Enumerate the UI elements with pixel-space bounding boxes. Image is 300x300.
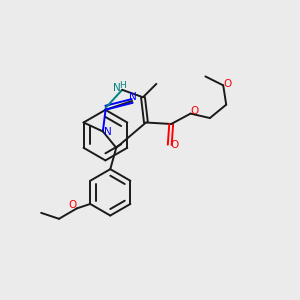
Text: O: O — [223, 79, 232, 89]
Text: O: O — [190, 106, 199, 116]
Text: N: N — [113, 83, 121, 93]
Text: O: O — [171, 140, 179, 150]
Text: N: N — [129, 92, 136, 102]
Text: H: H — [119, 81, 126, 90]
Text: N: N — [104, 127, 112, 137]
Text: O: O — [68, 200, 77, 210]
